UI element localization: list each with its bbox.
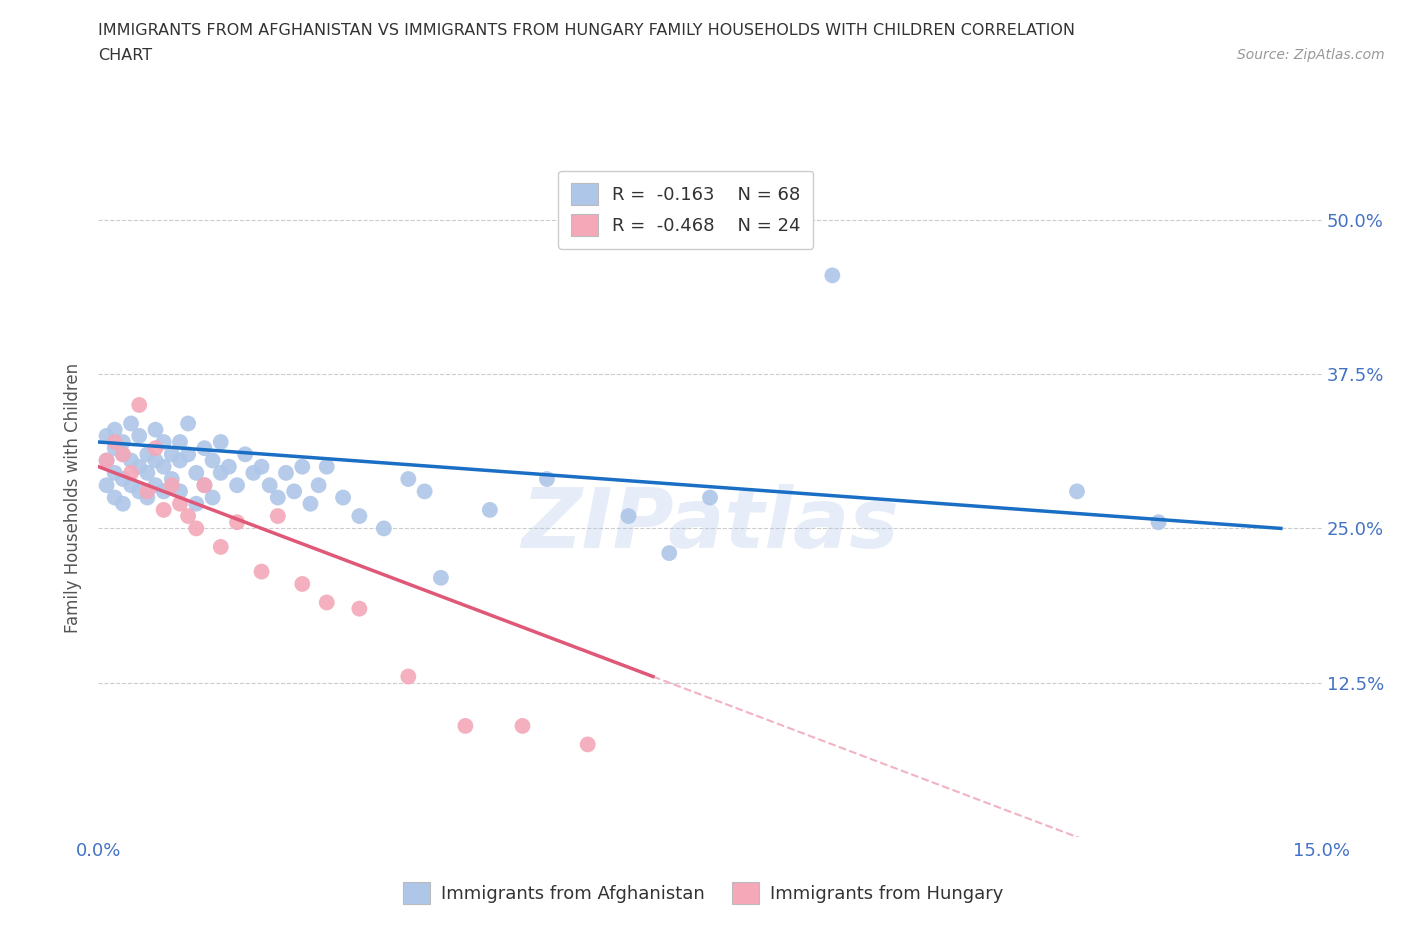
Point (169, 484, 191, 498)
Text: ZIPatlas: ZIPatlas (522, 485, 898, 565)
Point (104, 441, 127, 456)
Point (152, 459, 174, 474)
Point (145, 478, 167, 493)
Point (396, 472, 419, 486)
Point (120, 478, 142, 493)
Point (291, 459, 314, 474)
Point (373, 521, 395, 536)
Text: IMMIGRANTS FROM AFGHANISTAN VS IMMIGRANTS FROM HUNGARY FAMILY HOUSEHOLDS WITH CH: IMMIGRANTS FROM AFGHANISTAN VS IMMIGRANT… (98, 23, 1076, 38)
Point (104, 422, 127, 437)
Legend: Immigrants from Afghanistan, Immigrants from Hungary: Immigrants from Afghanistan, Immigrants … (395, 875, 1011, 911)
Point (267, 490, 290, 505)
Point (193, 478, 215, 493)
Point (169, 497, 191, 512)
Point (104, 434, 127, 449)
Point (226, 515, 249, 530)
Point (218, 459, 240, 474)
Point (308, 478, 330, 493)
Point (111, 447, 134, 462)
Point (160, 472, 183, 486)
Point (274, 465, 297, 480)
Point (478, 502, 501, 517)
Point (1066, 484, 1088, 498)
Point (315, 459, 337, 474)
Point (177, 447, 200, 462)
Point (104, 490, 127, 505)
Point (413, 484, 436, 498)
Point (111, 497, 134, 512)
Point (128, 484, 150, 498)
Point (396, 669, 419, 684)
Text: CHART: CHART (98, 48, 152, 63)
Point (430, 570, 453, 585)
Point (152, 484, 174, 498)
Point (454, 719, 477, 734)
Point (209, 434, 232, 449)
Point (120, 465, 142, 480)
Point (128, 397, 150, 412)
Point (96, 478, 118, 493)
Point (209, 539, 232, 554)
Point (186, 521, 208, 536)
Point (259, 478, 281, 493)
Point (576, 737, 599, 751)
Point (120, 416, 142, 431)
Point (193, 441, 215, 456)
Point (186, 465, 208, 480)
Point (1147, 515, 1170, 530)
Point (349, 509, 371, 524)
Point (226, 478, 249, 493)
Point (250, 565, 273, 579)
Point (349, 601, 371, 616)
Point (177, 509, 200, 524)
Point (699, 490, 721, 505)
Point (136, 490, 159, 505)
Point (145, 453, 167, 468)
Point (186, 497, 208, 512)
Point (160, 447, 183, 462)
Point (120, 453, 142, 468)
Point (104, 465, 127, 480)
Point (145, 441, 167, 456)
Point (136, 447, 159, 462)
Point (291, 577, 314, 591)
Point (201, 490, 224, 505)
Point (283, 484, 305, 498)
Point (169, 453, 191, 468)
Point (111, 472, 134, 486)
Point (111, 447, 134, 462)
Legend: R =  -0.163    N = 68, R =  -0.468    N = 24: R = -0.163 N = 68, R = -0.468 N = 24 (558, 170, 813, 249)
Point (169, 434, 191, 449)
Point (128, 459, 150, 474)
Point (512, 719, 534, 734)
Point (299, 497, 322, 512)
Point (177, 416, 200, 431)
Point (250, 459, 273, 474)
Point (111, 434, 134, 449)
Point (267, 509, 290, 524)
Point (242, 465, 264, 480)
Point (96, 429, 118, 444)
Point (128, 429, 150, 444)
Point (536, 472, 558, 486)
Point (658, 546, 681, 561)
Point (193, 478, 215, 493)
Point (152, 434, 174, 449)
Point (233, 447, 256, 462)
Point (201, 453, 224, 468)
Point (332, 490, 354, 505)
Text: Source: ZipAtlas.com: Source: ZipAtlas.com (1237, 48, 1385, 62)
Point (821, 268, 844, 283)
Point (315, 595, 337, 610)
Y-axis label: Family Households with Children: Family Households with Children (65, 363, 83, 632)
Point (136, 465, 159, 480)
Point (209, 465, 232, 480)
Point (145, 422, 167, 437)
Point (617, 509, 640, 524)
Point (96, 453, 118, 468)
Point (136, 484, 159, 498)
Point (160, 478, 183, 493)
Point (152, 502, 174, 517)
Point (96, 453, 118, 468)
